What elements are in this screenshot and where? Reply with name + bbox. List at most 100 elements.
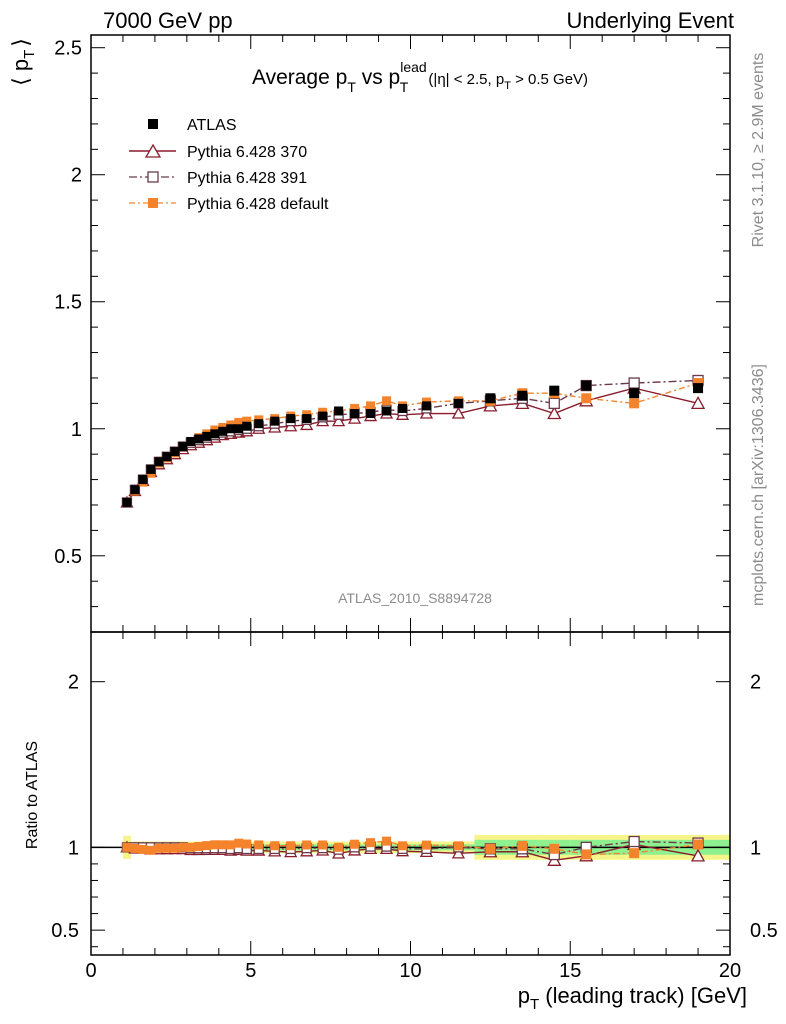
mcplots-label: mcplots.cern.ch [arXiv:1306.3436] bbox=[750, 364, 767, 606]
title-main: Average p bbox=[252, 66, 347, 89]
y-tick-label: 2 bbox=[71, 165, 82, 187]
ratio-point-pdefault bbox=[194, 841, 204, 851]
point-pdefault bbox=[382, 396, 392, 406]
point-atlas bbox=[234, 424, 244, 434]
ratio-point-pdefault bbox=[122, 842, 132, 852]
point-atlas bbox=[218, 426, 228, 436]
header-left: 7000 GeV pp bbox=[103, 8, 233, 33]
point-p370 bbox=[451, 406, 466, 419]
ratio-point-pdefault bbox=[693, 839, 704, 850]
y-tick-label: 1 bbox=[71, 419, 82, 441]
legend-label-370: Pythia 6.428 370 bbox=[187, 144, 307, 161]
ratio-point-pdefault bbox=[629, 848, 640, 859]
ratio-point-pdefault bbox=[350, 839, 360, 849]
ratio-point-pdefault bbox=[138, 844, 148, 854]
legend-marker-default bbox=[148, 198, 158, 208]
point-atlas bbox=[398, 403, 408, 413]
x-tick-label: 0 bbox=[85, 960, 96, 982]
ratio-point-pdefault bbox=[382, 836, 392, 846]
point-atlas bbox=[382, 406, 392, 416]
point-pdefault bbox=[350, 403, 360, 413]
point-pdefault bbox=[234, 417, 244, 427]
header-right: Underlying Event bbox=[566, 8, 734, 33]
point-atlas bbox=[130, 485, 140, 495]
y-tick-label: 1.5 bbox=[54, 292, 82, 314]
ratio-point-pdefault bbox=[130, 843, 140, 853]
title-sub1: T bbox=[347, 79, 356, 95]
x-tick-label: 5 bbox=[245, 960, 256, 982]
ratio-point-pdefault bbox=[334, 842, 344, 852]
point-atlas bbox=[453, 398, 463, 408]
y-axis-label: ⟨ pT ⟩ bbox=[8, 38, 38, 86]
point-atlas bbox=[194, 434, 204, 444]
legend-marker-370 bbox=[144, 143, 162, 158]
ratio-y-axis-label: Ratio to ATLAS bbox=[24, 741, 41, 849]
point-atlas bbox=[318, 411, 328, 421]
legend-marker-391 bbox=[147, 171, 159, 183]
point-atlas bbox=[366, 409, 376, 419]
point-atlas bbox=[254, 419, 264, 429]
x-axis-label-p: p bbox=[518, 983, 530, 1008]
axis-tick-labels: 0 5 10 15 20 0.5 1 1.5 2 2.5 0.5 0.5 1 1 2 2 bbox=[51, 38, 778, 982]
point-atlas bbox=[629, 388, 640, 399]
point-atlas bbox=[162, 452, 172, 462]
ratio-y-tick-label-right: 2 bbox=[750, 672, 761, 694]
ratio-point-pdefault bbox=[202, 841, 212, 851]
ratio-point-pdefault bbox=[366, 838, 376, 848]
point-atlas bbox=[146, 464, 156, 474]
point-pdefault bbox=[581, 393, 592, 404]
point-pdefault bbox=[693, 378, 704, 389]
ratio-point-pdefault bbox=[170, 843, 180, 853]
point-atlas bbox=[549, 385, 560, 396]
ratio-y-tick-label: 1 bbox=[68, 837, 79, 859]
point-p370 bbox=[547, 406, 562, 420]
series-layer bbox=[120, 374, 706, 508]
ratio-point-p391 bbox=[628, 835, 640, 848]
x-tick-label: 10 bbox=[399, 960, 421, 982]
ratio-point-pdefault bbox=[517, 840, 528, 851]
point-atlas bbox=[485, 393, 496, 404]
point-atlas bbox=[186, 436, 196, 446]
x-axis-label: pT (leading track) [GeV] bbox=[518, 983, 747, 1013]
point-atlas bbox=[581, 380, 592, 391]
ratio-point-pdefault bbox=[146, 845, 156, 855]
ratio-series-layer bbox=[120, 835, 706, 866]
point-atlas bbox=[350, 409, 360, 419]
ratio-point-pdefault bbox=[549, 843, 560, 854]
ratio-y-tick-label: 2 bbox=[68, 672, 79, 694]
ratio-point-p370 bbox=[451, 846, 466, 859]
point-atlas bbox=[138, 475, 148, 485]
point-atlas bbox=[210, 429, 220, 439]
point-atlas bbox=[170, 447, 180, 457]
ratio-point-pdefault bbox=[226, 840, 236, 850]
y-tick-label: 2.5 bbox=[54, 38, 82, 60]
title-cuts-b: > 0.5 GeV) bbox=[511, 71, 588, 88]
y-axis-label-close: ⟩ bbox=[8, 38, 33, 47]
ratio-point-pdefault bbox=[234, 838, 244, 848]
point-atlas bbox=[693, 383, 704, 394]
point-atlas bbox=[270, 416, 280, 426]
title-vs: vs p bbox=[356, 66, 400, 89]
x-tick-label: 20 bbox=[719, 960, 741, 982]
point-p391 bbox=[548, 397, 560, 410]
ratio-y-tick-label-right: 1 bbox=[750, 837, 761, 859]
point-p391 bbox=[628, 377, 640, 389]
point-atlas bbox=[421, 401, 431, 411]
point-atlas bbox=[178, 442, 188, 452]
x-tick-label: 15 bbox=[559, 960, 581, 982]
chart-title: Average pT vs plead T (|η| < 2.5, pT > 0.… bbox=[252, 59, 588, 95]
analysis-label: ATLAS_2010_S8894728 bbox=[338, 590, 492, 606]
point-p370 bbox=[332, 414, 346, 427]
series-line-pdefault bbox=[126, 382, 699, 503]
ratio-point-pdefault bbox=[218, 840, 228, 850]
legend-label-default: Pythia 6.428 default bbox=[187, 196, 329, 213]
legend-marker-atlas bbox=[148, 119, 158, 129]
ratio-point-pdefault bbox=[453, 841, 463, 851]
title-sup: lead bbox=[400, 59, 426, 75]
ratio-panel-frame bbox=[90, 631, 731, 956]
ratio-point-pdefault bbox=[302, 840, 312, 850]
point-pdefault bbox=[366, 401, 376, 411]
ratio-point-pdefault bbox=[254, 840, 264, 850]
ratio-point-pdefault bbox=[581, 849, 592, 860]
